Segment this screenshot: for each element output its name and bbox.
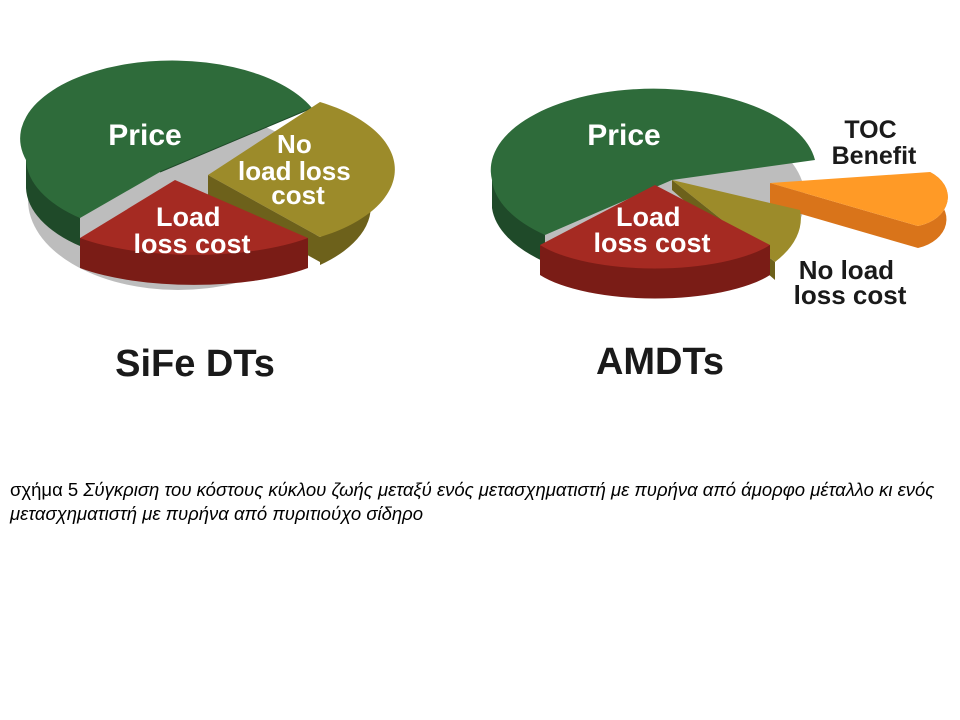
- amdt-label-toc: TOC Benefit: [832, 116, 917, 170]
- amdt-pie-chart: Price TOC Benefit Load loss cost No load…: [490, 88, 948, 383]
- amdt-label-price: Price: [587, 119, 660, 152]
- amdt-slice-toc: [770, 172, 948, 248]
- amdt-label-load: Load loss cost: [593, 202, 710, 258]
- caption-text: Σύγκριση του κόστους κύκλου ζωής μεταξύ …: [10, 479, 935, 524]
- sife-label-load: Load loss cost: [133, 202, 250, 259]
- sife-chart-title: SiFe DTs: [115, 343, 275, 385]
- sife-label-noload: No load loss cost: [238, 129, 358, 210]
- amdt-slice-price: [490, 88, 815, 262]
- amdt-chart-title: AMDTs: [596, 341, 724, 383]
- figure-caption: σχήμα 5 Σύγκριση του κόστους κύκλου ζωής…: [10, 478, 940, 526]
- sife-slice-price: [20, 60, 313, 246]
- sife-label-price: Price: [108, 119, 181, 152]
- amdt-slice-load: [540, 185, 770, 299]
- amdt-label-noload: No load loss cost: [794, 255, 907, 310]
- sife-pie-chart: Price No load loss cost Load loss cost S…: [20, 60, 395, 385]
- caption-label: σχήμα 5: [10, 479, 79, 500]
- sife-slice-load: [80, 180, 308, 285]
